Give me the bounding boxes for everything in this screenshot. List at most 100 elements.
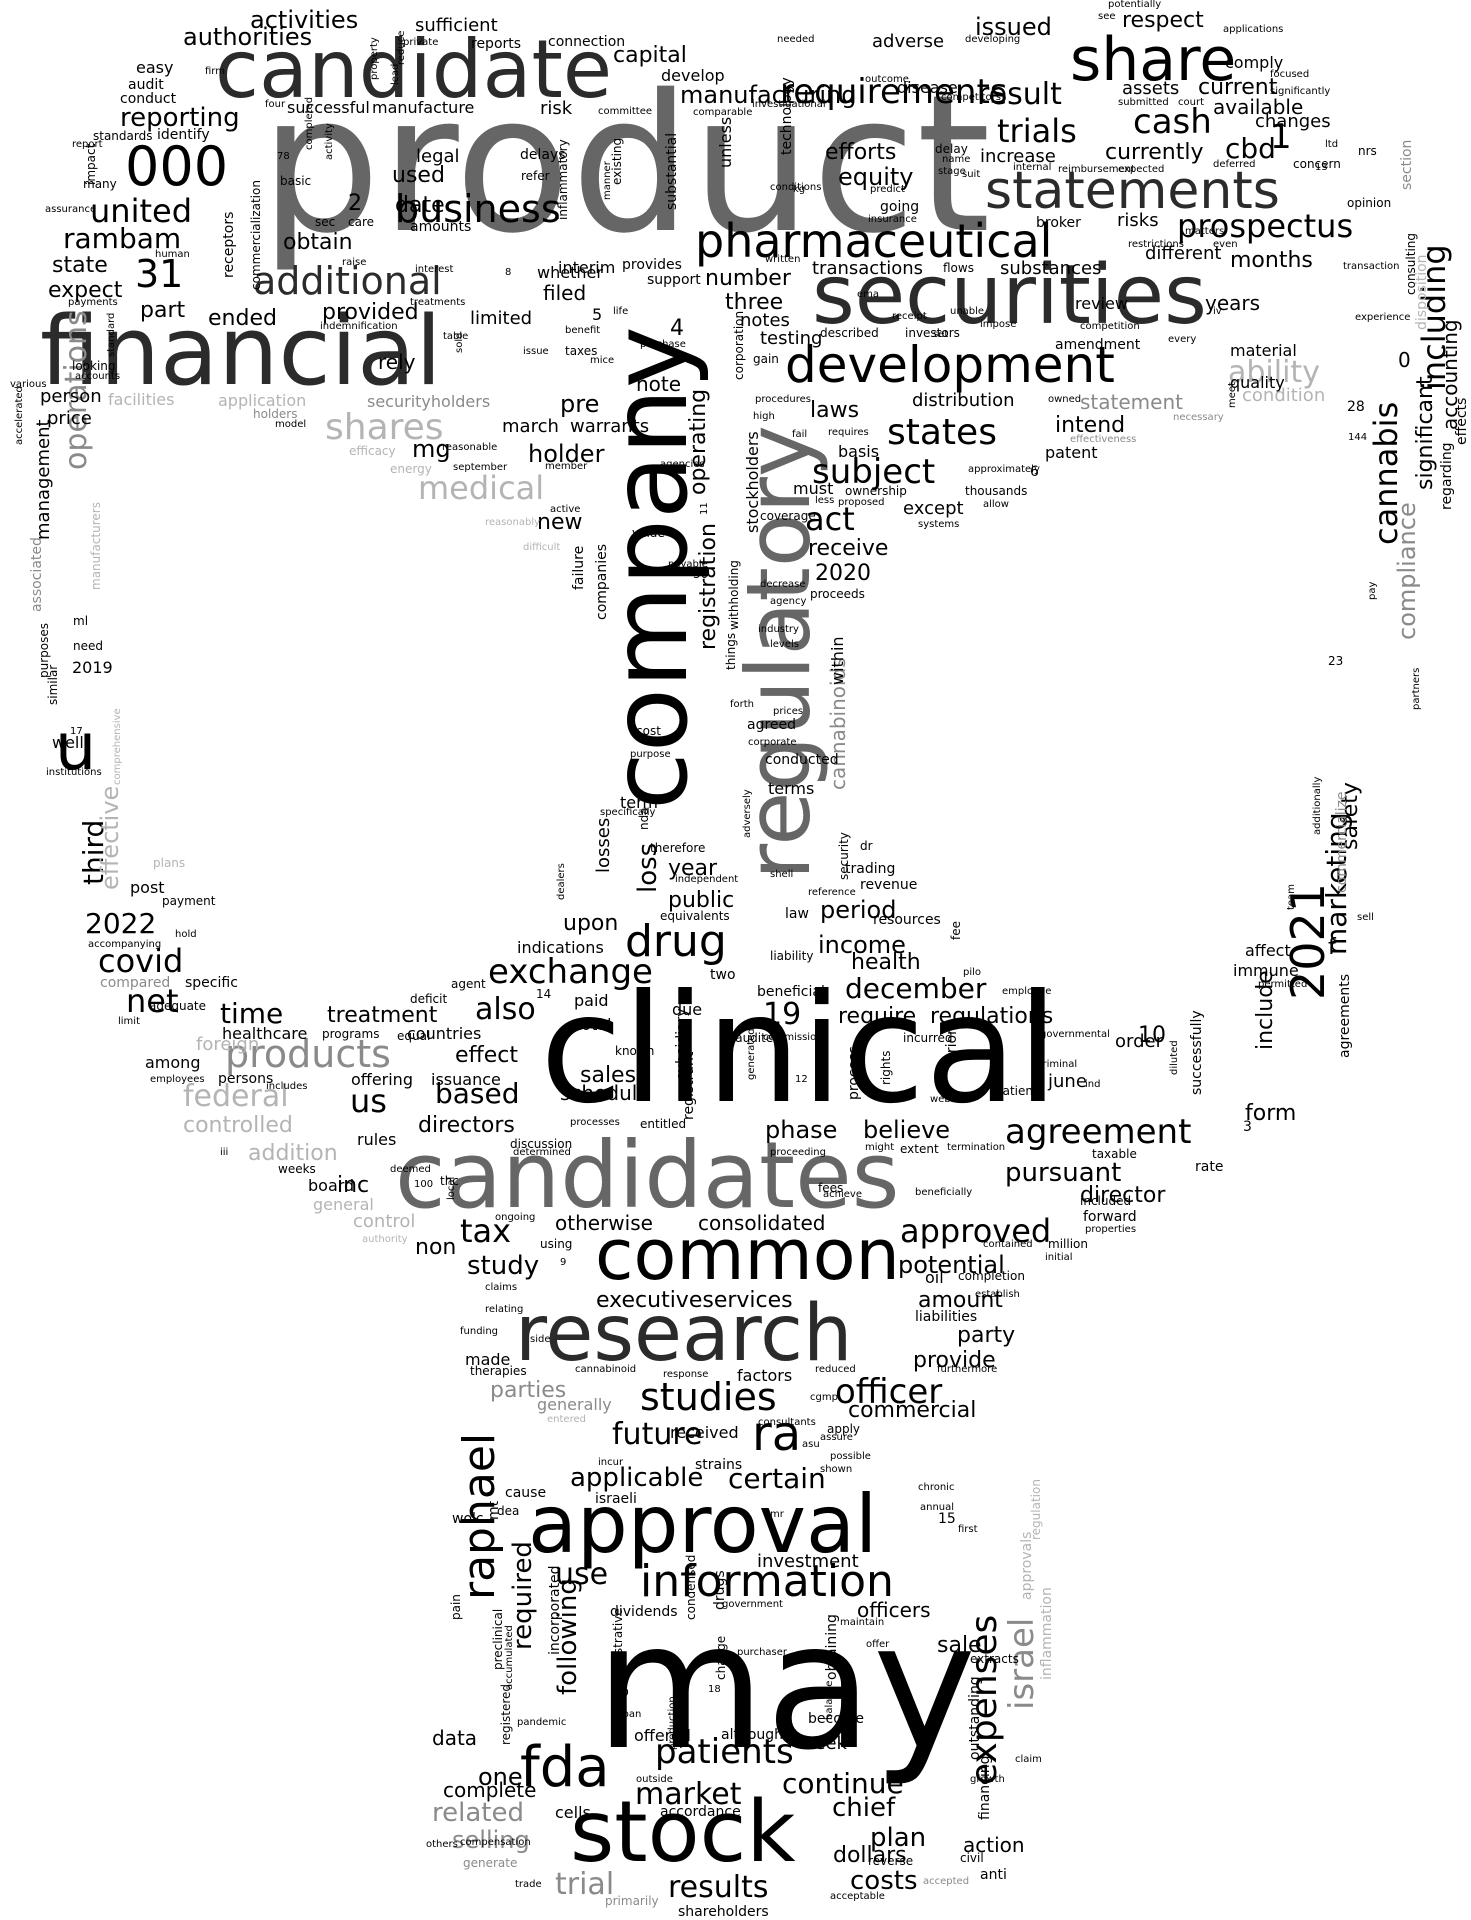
word-determined: determined xyxy=(513,1147,571,1158)
word-extent: extent xyxy=(900,1142,939,1156)
word-model: model xyxy=(275,419,307,430)
word-taxable: taxable xyxy=(1092,1147,1137,1161)
word-application: application xyxy=(218,391,307,410)
word-agencies: agencies xyxy=(660,459,705,470)
word-apply: apply xyxy=(827,1422,861,1436)
word-dealers: dealers xyxy=(556,863,567,900)
word-investors: investors xyxy=(905,326,960,340)
word-studies: studies xyxy=(640,1375,777,1419)
word-use: use xyxy=(555,1557,609,1592)
word-entitled: entitled xyxy=(640,1117,687,1131)
word-limited: limited xyxy=(470,308,533,329)
word-june: june xyxy=(1048,1071,1087,1092)
word-asu: asu xyxy=(802,1439,820,1450)
word-conducted: conducted xyxy=(765,752,839,768)
word-significant: significant xyxy=(1413,376,1438,490)
word-forth: forth xyxy=(730,699,755,710)
word-approximately: approximately xyxy=(968,464,1040,475)
word-various: various xyxy=(10,379,47,390)
word-78: 78 xyxy=(277,151,290,162)
word-patients: patients xyxy=(655,1732,794,1772)
word-upon: upon xyxy=(563,911,619,936)
word-section: section xyxy=(1399,139,1415,190)
word-incorporated: incorporated xyxy=(547,1565,563,1655)
word-securities: securities xyxy=(812,248,1207,343)
word-equity: equity xyxy=(838,163,914,191)
word-outcome: outcome xyxy=(865,74,909,85)
word-ind: ind xyxy=(1085,1079,1101,1090)
word-fees: fees xyxy=(818,1181,844,1195)
word-proceeding: proceeding xyxy=(770,1147,826,1158)
word-whether: whether xyxy=(537,263,603,282)
word-subject: subject xyxy=(812,452,936,492)
word-changes: changes xyxy=(1255,111,1331,132)
word-date: date xyxy=(395,193,445,218)
word-refer: refer xyxy=(521,169,550,183)
word-broker: broker xyxy=(1036,215,1081,231)
word-successful: successful xyxy=(287,98,370,117)
word-financial: financial xyxy=(40,297,442,407)
word-effect: effect xyxy=(455,1043,518,1068)
word-completed: completed xyxy=(304,96,315,150)
word-governmental: governmental xyxy=(1040,1029,1110,1040)
word-israeli: israeli xyxy=(595,1491,637,1507)
word-current: current xyxy=(1198,75,1278,100)
word-entered: entered xyxy=(547,1414,586,1425)
word-18: 18 xyxy=(708,1684,721,1695)
word-receipt: receipt xyxy=(892,311,927,322)
word-2: 2 xyxy=(348,191,362,216)
word-treatments: treatments xyxy=(410,297,466,308)
word-audit: audit xyxy=(128,77,164,93)
word-ability: ability xyxy=(1228,355,1320,390)
word-therapies: therapies xyxy=(470,1364,527,1378)
word-agency: agency xyxy=(770,596,807,607)
word-losses: losses xyxy=(593,817,614,873)
word-compliance: compliance xyxy=(1393,502,1421,640)
word-requires: requires xyxy=(828,427,869,438)
word-proceeds: proceeds xyxy=(810,587,865,601)
word-affect: affect xyxy=(1245,941,1291,960)
word-comply: comply xyxy=(1225,53,1284,72)
word-except: except xyxy=(903,498,964,519)
word-common: common xyxy=(595,1214,900,1296)
word-mice: mice xyxy=(590,355,615,366)
word-risk: risk xyxy=(540,98,573,119)
word-pilo: pilo xyxy=(963,967,982,978)
word-reports: reports xyxy=(471,36,522,52)
word-assets: assets xyxy=(1122,78,1180,99)
word-agreement: agreement xyxy=(1005,1112,1192,1152)
word-website: website xyxy=(930,1094,969,1105)
word-regarding: regarding xyxy=(1439,442,1455,510)
word-require: require xyxy=(838,1004,917,1029)
word-capital: capital xyxy=(613,43,687,68)
word-includes: includes xyxy=(266,1081,308,1092)
word-outside: outside xyxy=(636,1774,673,1785)
word-team: team xyxy=(1286,884,1297,910)
word-may: may xyxy=(595,1586,977,1789)
word-fda: fda xyxy=(520,1735,610,1800)
word-loan: loan xyxy=(620,1709,642,1720)
word-inc: inc xyxy=(337,1173,370,1198)
word-sold: sold xyxy=(454,332,465,353)
word-strains: strains xyxy=(695,1457,743,1473)
word-increase: increase xyxy=(980,146,1056,167)
word-activity: activity xyxy=(324,123,335,160)
word-pharmaceutical: pharmaceutical xyxy=(695,214,1053,268)
word-ame: name xyxy=(942,154,971,165)
word-action: action xyxy=(963,1833,1025,1857)
word-consolidated: consolidated xyxy=(698,1211,826,1235)
word-unable: unable xyxy=(950,306,985,317)
word-mg: mg xyxy=(412,435,451,463)
word-well: well xyxy=(52,733,84,752)
word-year: year xyxy=(668,856,718,881)
word-28: 28 xyxy=(1347,399,1365,415)
word-dea: dea xyxy=(497,1504,520,1518)
word-others: others xyxy=(426,1839,458,1850)
word-difficult: difficult xyxy=(523,542,561,553)
word-prospectus: prospectus xyxy=(1177,207,1354,245)
word-commission: commission xyxy=(763,1032,823,1043)
word-expect: expect xyxy=(48,278,123,303)
word-civil: civil xyxy=(960,1851,984,1865)
word-suit: suit xyxy=(962,169,981,180)
word-director: director xyxy=(1080,1183,1166,1208)
